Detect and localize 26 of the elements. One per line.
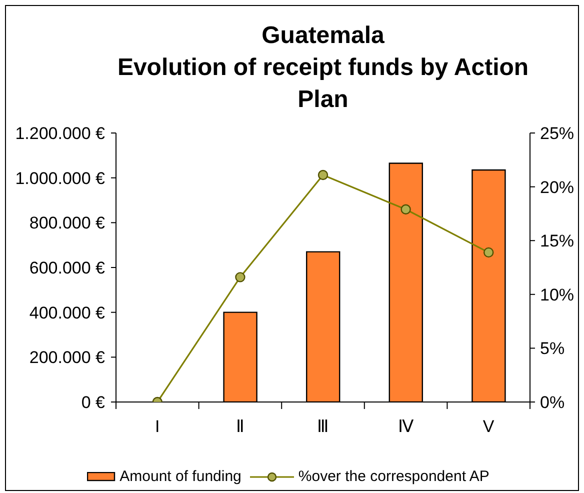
- y2-tick-label: 5%: [540, 339, 565, 358]
- y-tick-label: 1.000.000 €: [15, 168, 106, 188]
- y2-tick-label: 15%: [540, 232, 574, 251]
- y-tick-label: 200.000 €: [29, 348, 106, 368]
- legend-label: %over the correspondent AP: [298, 468, 490, 485]
- legend-label: Amount of funding: [120, 468, 242, 485]
- point: [318, 170, 328, 180]
- y2-tick-label: 20%: [540, 178, 574, 197]
- y-tick-label: 800.000 €: [29, 214, 106, 233]
- y-tick-label: 1.200.000 €: [15, 124, 106, 144]
- chart-subtitle: Evolution of receipt funds by Action Plan: [116, 53, 530, 115]
- y2-tick-label: 0%: [540, 393, 565, 412]
- y2-tick-label: 25%: [540, 124, 574, 144]
- point: [400, 204, 411, 214]
- y-tick-label: 600.000 €: [29, 258, 106, 278]
- y-tick-label: 0 €: [81, 393, 106, 412]
- y-tick-label: 400.000 €: [29, 303, 106, 322]
- y2-tick-label: 10%: [540, 285, 574, 304]
- x-tick-label: V: [482, 417, 495, 436]
- x-tick-label: Ⅳ: [398, 417, 414, 436]
- point: [235, 272, 246, 282]
- point: [484, 247, 494, 258]
- x-tick-label: I: [155, 417, 160, 436]
- x-tick-label: Ⅲ: [317, 417, 329, 436]
- x-tick-label: Ⅱ: [236, 417, 244, 436]
- chart-title: Guatemala: [260, 21, 386, 51]
